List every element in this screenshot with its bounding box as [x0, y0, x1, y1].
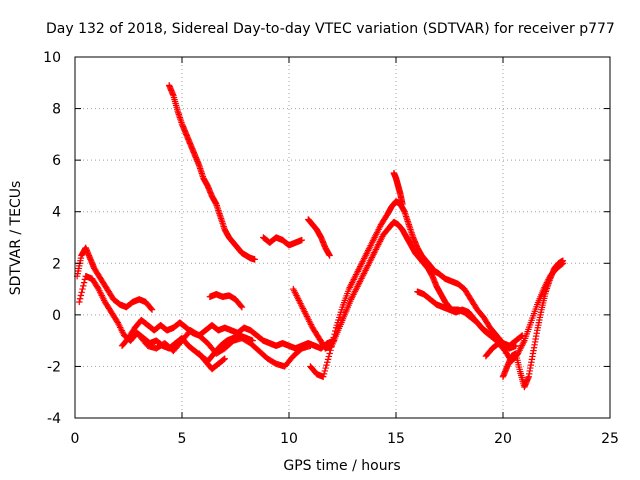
y-tick-label: -4	[47, 411, 61, 427]
chart-title: Day 132 of 2018, Sidereal Day-to-day VTE…	[46, 21, 615, 37]
data-point	[320, 373, 327, 380]
series-track-13	[414, 288, 505, 349]
data-point	[76, 295, 84, 302]
data-point	[330, 334, 337, 341]
data-point	[221, 355, 228, 362]
x-tick-label: 15	[387, 431, 405, 447]
y-tick-labels: -4 -2 0 2 4 6 8 10	[43, 50, 61, 427]
data-point	[331, 330, 338, 338]
series-track-8	[260, 234, 306, 249]
series-track-5	[165, 82, 258, 263]
x-tick-labels: 0 5 10 15 20 25	[71, 431, 619, 447]
y-tick-label: 10	[43, 50, 61, 66]
data-point	[559, 257, 567, 264]
plot-frame	[74, 56, 611, 419]
x-axis-label: GPS time / hours	[283, 458, 400, 474]
data-point	[326, 252, 333, 259]
data-point	[251, 256, 258, 263]
x-tick-label: 5	[178, 431, 187, 447]
data-point	[332, 327, 339, 335]
x-tick-label: 20	[494, 431, 512, 447]
series-track-12	[390, 169, 406, 208]
data-point	[519, 332, 526, 339]
series-track-1	[73, 244, 156, 313]
data-point	[148, 305, 155, 312]
data-point	[399, 200, 406, 208]
axis-ticks	[74, 56, 611, 419]
data-point	[324, 356, 332, 363]
x-tick-label: 0	[71, 431, 80, 447]
series-track-11	[307, 198, 520, 380]
y-tick-label: 2	[52, 256, 61, 272]
data-point	[512, 342, 520, 349]
data-point	[237, 302, 245, 310]
y-tick-label: 6	[52, 153, 61, 169]
data-point	[327, 347, 334, 354]
data-point	[320, 370, 328, 378]
series-track-15	[499, 257, 567, 391]
data-point	[324, 359, 331, 366]
data-point	[80, 279, 88, 286]
y-axis-label: SDTVAR / TECUs	[8, 181, 24, 296]
data-point	[307, 342, 314, 349]
data-point	[78, 289, 85, 296]
data-point	[77, 292, 85, 299]
data-point	[298, 236, 306, 244]
data-point	[76, 298, 83, 306]
x-tick-label: 25	[601, 431, 619, 447]
series-track-4	[136, 327, 314, 370]
data-point	[321, 367, 329, 375]
x-tick-label: 10	[280, 431, 298, 447]
series-track-9	[305, 216, 333, 259]
y-tick-label: 4	[52, 205, 61, 221]
data-point	[323, 361, 330, 369]
y-tick-label: -2	[47, 359, 61, 375]
grid	[75, 57, 610, 418]
series-track-6	[206, 291, 246, 311]
data-points	[73, 82, 567, 391]
y-tick-label: 0	[52, 308, 61, 324]
data-point	[329, 337, 337, 344]
y-tick-label: 8	[52, 102, 61, 118]
data-point	[326, 350, 333, 357]
data-point	[238, 303, 246, 311]
data-point	[148, 306, 156, 313]
series-track-7	[195, 350, 228, 373]
data-point	[325, 353, 333, 360]
data-point	[322, 364, 329, 372]
data-point	[80, 282, 87, 290]
data-point	[328, 343, 335, 351]
data-point	[328, 340, 336, 348]
data-point	[220, 356, 228, 363]
data-point	[79, 285, 86, 293]
